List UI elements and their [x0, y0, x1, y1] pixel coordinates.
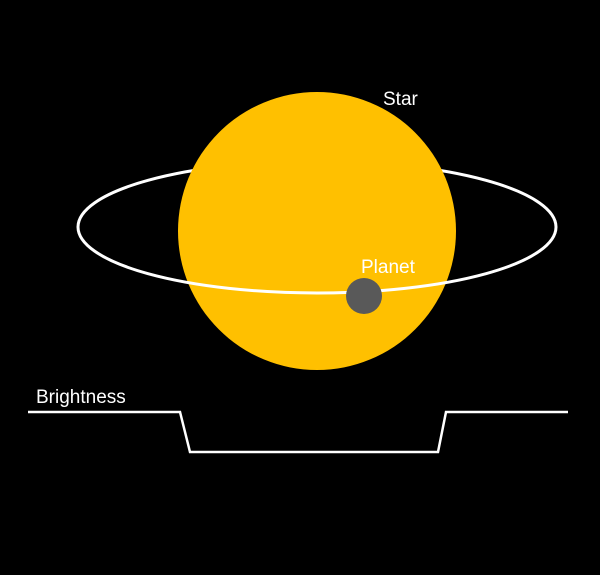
planet-disk — [346, 278, 382, 314]
brightness-light-curve — [28, 410, 568, 454]
star-label: Star — [383, 89, 418, 110]
star-disk — [178, 92, 456, 370]
orbit-front-arc — [76, 226, 558, 295]
planet-label: Planet — [361, 257, 415, 278]
brightness-label: Brightness — [36, 387, 126, 408]
